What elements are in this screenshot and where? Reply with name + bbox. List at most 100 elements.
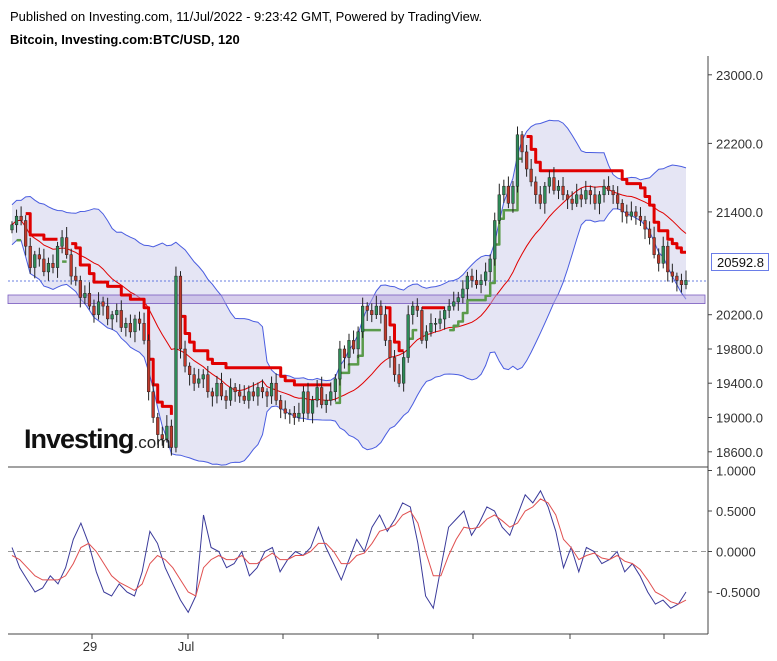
- trailing-stop-up-11: [449, 157, 523, 332]
- candle: [128, 323, 132, 333]
- candle: [570, 198, 574, 204]
- candle: [242, 395, 246, 401]
- candle: [292, 412, 296, 418]
- candle: [643, 220, 647, 230]
- price-tick-label: 18600.0: [716, 445, 763, 460]
- trailing-stop-down-6: [180, 314, 331, 387]
- published-note: Published on Investing.com, 11/Jul/2022 …: [10, 9, 483, 24]
- candle: [484, 271, 488, 281]
- axes: 23000.0 22200.0 21400.0 20200.0 19800.0 19400…: [83, 68, 763, 654]
- candle: [443, 310, 447, 320]
- candle: [137, 318, 142, 324]
- logo-brand: Investing: [24, 424, 135, 454]
- candle: [233, 387, 237, 393]
- candle: [365, 305, 369, 311]
- candle: [106, 305, 110, 320]
- candle: [96, 301, 101, 315]
- candle: [288, 412, 292, 415]
- candle: [552, 177, 556, 191]
- candle: [14, 215, 19, 226]
- candle: [388, 340, 392, 358]
- candle: [402, 357, 406, 384]
- candle: [588, 190, 592, 196]
- trailing-stop-down-4: [71, 242, 173, 415]
- candle: [115, 310, 119, 315]
- candle: [456, 297, 460, 303]
- logo-suffix: .com: [133, 433, 171, 452]
- candle: [611, 190, 615, 196]
- candle: [83, 293, 87, 298]
- candle: [260, 387, 265, 393]
- candle: [657, 254, 661, 264]
- candle: [238, 391, 242, 397]
- candle: [488, 258, 492, 273]
- candle: [616, 194, 620, 204]
- price-tick-label: 19800.0: [716, 342, 763, 357]
- candle: [65, 237, 69, 255]
- candle: [160, 434, 164, 440]
- candle: [438, 318, 442, 324]
- candle: [297, 412, 301, 418]
- support-zone: [7, 294, 706, 305]
- candle: [575, 194, 579, 204]
- candle: [206, 374, 210, 393]
- candle: [429, 323, 433, 333]
- investing-logo: Investing.com: [24, 424, 170, 455]
- candle: [197, 378, 201, 384]
- candle: [561, 185, 565, 196]
- candle: [279, 400, 283, 410]
- candle: [265, 391, 269, 397]
- oscillator-pane: [8, 489, 708, 614]
- candle: [224, 395, 228, 401]
- price-tick-label: 20200.0: [716, 308, 763, 323]
- candle: [379, 305, 383, 315]
- candle: [269, 382, 274, 397]
- candle: [119, 310, 123, 328]
- candle: [433, 323, 438, 325]
- candle: [60, 237, 64, 247]
- osc-tick-label: 0.0000: [716, 545, 756, 560]
- price-tick-label: 21400.0: [716, 205, 763, 220]
- candle: [283, 408, 287, 414]
- candle: [638, 215, 643, 221]
- candle: [538, 194, 542, 204]
- osc-tick-label: 1.0000: [716, 464, 756, 479]
- candle: [33, 254, 37, 268]
- candle: [28, 245, 32, 268]
- candle: [74, 275, 78, 281]
- candle: [133, 318, 137, 333]
- trailing-stop-down-8: [385, 306, 404, 353]
- candle: [306, 391, 310, 414]
- candle: [342, 348, 347, 358]
- candle: [10, 224, 14, 231]
- candle: [584, 190, 588, 200]
- candle: [497, 194, 501, 221]
- osc-tick-label: 0.5000: [716, 504, 756, 519]
- candle: [666, 245, 670, 273]
- candle: [228, 387, 233, 401]
- candle: [470, 275, 474, 281]
- candle: [565, 194, 570, 200]
- candle: [256, 387, 260, 397]
- candle: [679, 280, 684, 285]
- candle: [652, 237, 656, 255]
- candle: [87, 293, 92, 307]
- candle: [597, 194, 602, 204]
- candle: [474, 280, 479, 285]
- candle: [520, 134, 524, 153]
- candle: [515, 134, 520, 187]
- candle: [502, 185, 506, 196]
- candle: [374, 305, 378, 315]
- price-pane: [7, 119, 708, 466]
- candle: [415, 305, 419, 311]
- candle: [188, 365, 192, 375]
- candle: [315, 387, 319, 401]
- candle: [169, 425, 173, 448]
- bollinger-lower: [11, 208, 687, 466]
- osc-tick-label: -0.5000: [716, 585, 760, 600]
- candle: [547, 177, 551, 187]
- candle: [301, 391, 306, 414]
- candle: [420, 310, 424, 341]
- candle: [251, 391, 255, 397]
